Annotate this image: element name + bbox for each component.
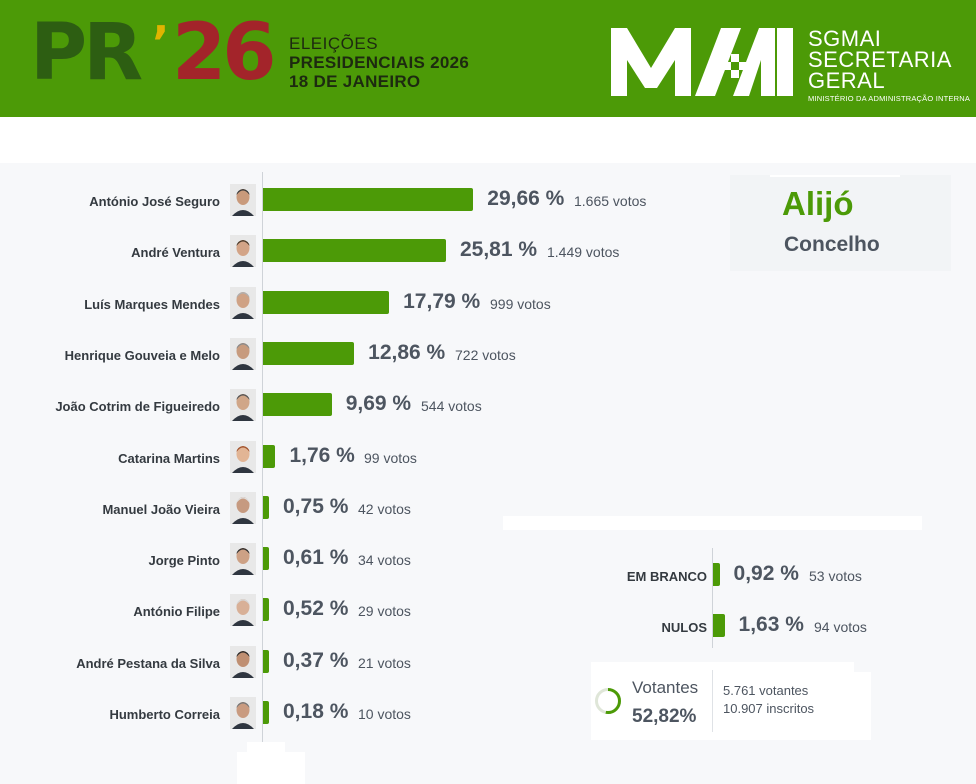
candidate-photo-icon xyxy=(230,286,256,319)
turnout-registered: 10.907 inscritos xyxy=(723,701,815,716)
turnout-ring-icon xyxy=(595,688,621,714)
result-votes: 1.449 votos xyxy=(547,244,620,261)
result-bar xyxy=(263,444,276,468)
logo-apostrophe: ’ xyxy=(152,16,170,70)
result-bar xyxy=(263,341,355,365)
turnout-voters: 5.761 votantes xyxy=(723,683,809,698)
section-separator xyxy=(503,516,922,530)
other-vote-bar xyxy=(713,563,720,586)
result-percent: 0,61 % xyxy=(283,546,349,570)
result-votes: 544 votos xyxy=(421,398,482,415)
candidate-name: André Pestana da Silva xyxy=(76,655,220,671)
result-percent: 17,79 % xyxy=(403,289,481,313)
result-votes: 21 votos xyxy=(358,654,411,671)
org-line-3: GERAL xyxy=(808,68,886,93)
result-votes: 34 votos xyxy=(358,552,411,569)
result-percent: 0,37 % xyxy=(283,648,349,672)
candidate-name: Luís Marques Mendes xyxy=(84,296,220,312)
org-line-2: SECRETARIA xyxy=(808,47,952,72)
result-percent: 29,66 % xyxy=(487,187,565,210)
header-banner: PR ’ 26 ELEIÇÕES PRESIDENCIAIS 2026 18 D… xyxy=(0,0,976,117)
header-spacer xyxy=(0,117,976,163)
other-vote-percent: 1,63 % xyxy=(738,613,804,636)
turnout-percent: 52,82% xyxy=(632,706,697,727)
result-votes: 1.665 votos xyxy=(574,193,647,209)
result-bar xyxy=(263,393,332,417)
result-bar xyxy=(263,649,269,673)
location-name: Alijó xyxy=(782,185,854,222)
result-bar xyxy=(263,239,446,263)
result-votes: 10 votos xyxy=(358,706,411,722)
candidate-name: António Filipe xyxy=(133,604,220,620)
result-bar xyxy=(263,495,269,519)
other-vote-votes: 53 votos xyxy=(809,568,862,584)
candidate-photo-icon xyxy=(230,440,256,473)
location-card: Alijó Concelho xyxy=(730,175,951,271)
bottom-tab xyxy=(247,742,285,752)
other-vote-votes: 94 votos xyxy=(814,619,867,635)
candidate-photo-icon xyxy=(230,235,256,268)
candidate-photo-icon xyxy=(230,594,256,627)
result-votes: 42 votos xyxy=(358,500,411,517)
other-vote-bar xyxy=(713,614,725,637)
candidate-photo-icon xyxy=(230,645,256,678)
result-percent: 9,69 % xyxy=(345,392,412,416)
candidate-photo-icon xyxy=(230,184,256,216)
result-percent: 1,76 % xyxy=(289,443,355,467)
pr-logo-year: 26 xyxy=(172,8,277,98)
result-votes: 99 votos xyxy=(364,449,417,466)
result-percent: 0,75 % xyxy=(283,494,349,518)
candidate-name: Humberto Correia xyxy=(109,707,220,722)
candidate-photo-icon xyxy=(230,389,256,422)
result-bar xyxy=(263,701,269,724)
election-line-2: PRESIDENCIAIS 2026 xyxy=(289,53,470,72)
candidate-name: Manuel João Vieira xyxy=(102,501,220,517)
result-votes: 722 votos xyxy=(455,346,516,363)
pr-logo: PR xyxy=(30,8,143,98)
result-bar xyxy=(263,547,269,571)
other-vote-label: NULOS xyxy=(661,620,708,635)
candidate-photo-icon xyxy=(230,697,256,729)
candidate-name: António José Seguro xyxy=(89,194,220,209)
result-votes: 999 votos xyxy=(490,295,551,312)
sgmai-org-name: SGMAI SECRETARIA GERAL MINISTÉRIO DA ADM… xyxy=(808,28,970,105)
candidate-name: Jorge Pinto xyxy=(148,553,220,569)
result-percent: 12,86 % xyxy=(368,340,446,364)
turnout-label: Votantes xyxy=(632,678,699,697)
location-card-topline xyxy=(770,175,900,177)
election-info: ELEIÇÕES PRESIDENCIAIS 2026 18 DE JANEIR… xyxy=(289,34,469,91)
result-votes: 29 votos xyxy=(358,603,411,620)
candidate-photo-icon xyxy=(230,543,256,576)
election-line-1: ELEIÇÕES xyxy=(289,34,379,53)
candidate-name: André Ventura xyxy=(131,245,220,261)
candidate-name: Henrique Gouveia e Melo xyxy=(64,347,220,363)
location-type: Concelho xyxy=(784,233,880,256)
result-bar xyxy=(263,598,269,622)
org-line-1: SGMAI xyxy=(808,26,882,51)
candidate-name: João Cotrim de Figueiredo xyxy=(55,399,220,415)
turnout-card: Votantes 52,82% 5.761 votantes 10.907 in… xyxy=(591,662,871,740)
turnout-card-notch xyxy=(854,662,871,672)
candidate-photo-icon xyxy=(230,337,256,370)
other-vote-label: EM BRANCO xyxy=(626,569,707,584)
candidate-name: Catarina Martins xyxy=(118,450,220,466)
other-vote-percent: 0,92 % xyxy=(733,562,799,585)
result-percent: 25,81 % xyxy=(459,238,538,262)
bottom-panel xyxy=(237,752,305,784)
election-date: 18 DE JANEIRO xyxy=(289,72,421,91)
result-percent: 0,18 % xyxy=(283,700,349,723)
org-line-4: MINISTÉRIO DA ADMINISTRAÇÃO INTERNA xyxy=(808,94,971,103)
other-votes-axis xyxy=(712,548,713,648)
turnout-divider xyxy=(712,670,713,732)
candidate-photo-icon xyxy=(230,491,256,524)
mai-logo-icon xyxy=(611,28,793,96)
result-bar xyxy=(263,188,474,211)
chart-axis xyxy=(262,172,263,742)
result-bar xyxy=(263,290,390,314)
result-percent: 0,52 % xyxy=(283,597,349,621)
